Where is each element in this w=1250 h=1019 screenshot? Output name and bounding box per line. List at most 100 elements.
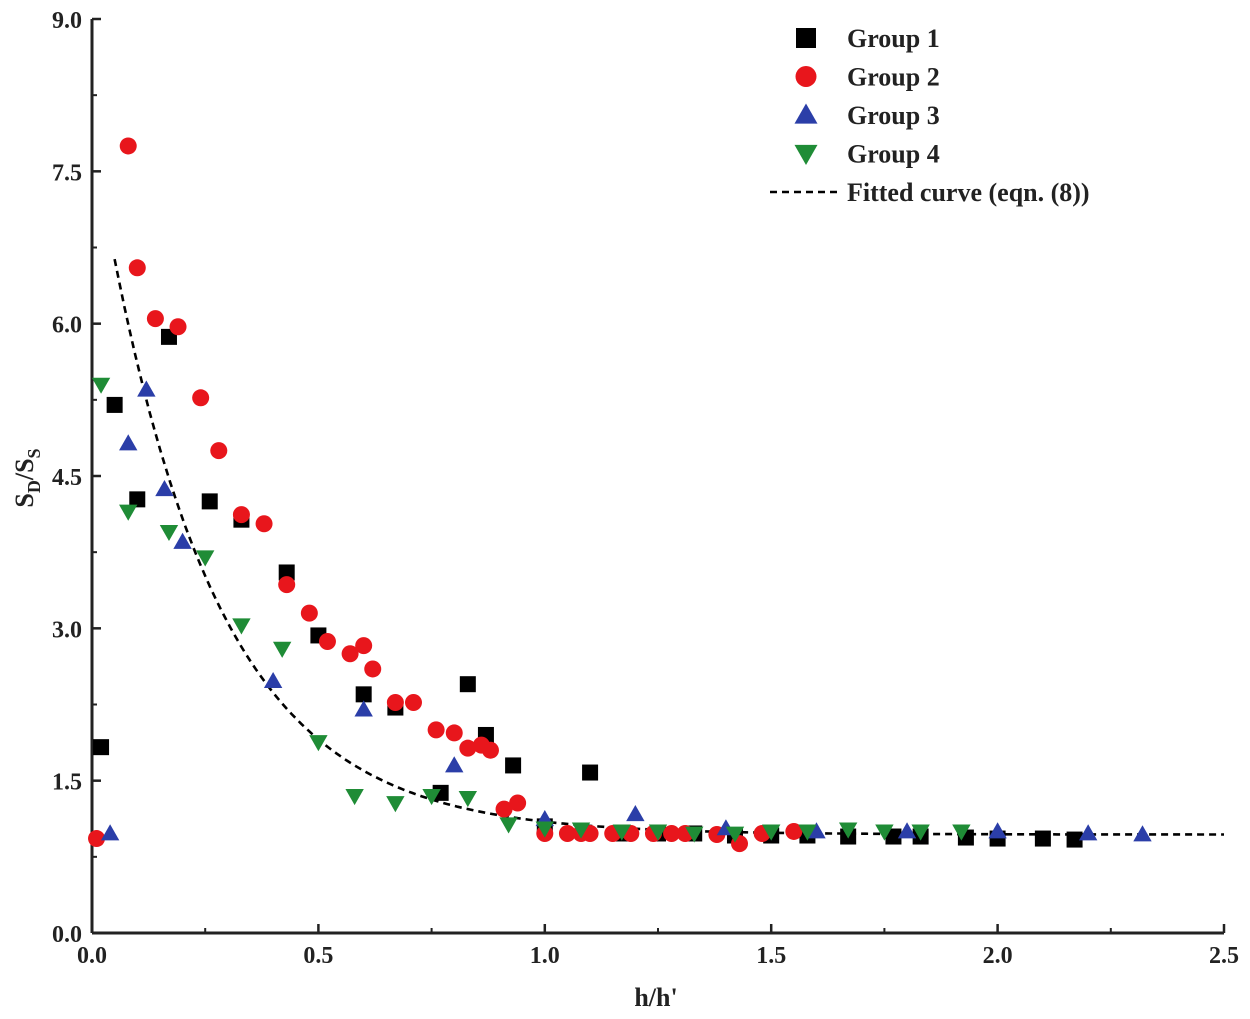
y-tick-label: 0.0	[52, 922, 82, 948]
data-point-group-2	[318, 633, 336, 651]
data-point-group-2	[88, 830, 106, 848]
data-point-group-2	[355, 637, 373, 655]
data-point-group-1	[355, 686, 372, 703]
data-point-group-2	[785, 822, 803, 840]
data-point-group-1	[93, 739, 110, 756]
y-axis-title: SD/SS	[10, 448, 44, 507]
data-point-group-3	[626, 804, 645, 822]
data-point-group-3	[155, 480, 174, 497]
series-4	[91, 377, 971, 843]
legend-label-group-3: Group 3	[847, 101, 940, 130]
data-point-group-2	[445, 724, 463, 742]
data-point-group-3	[354, 700, 373, 717]
data-point-group-3	[173, 532, 192, 549]
x-tick-label: 2.5	[1209, 943, 1239, 969]
x-tick-label: 0.5	[303, 943, 333, 969]
y-tick-labels: 0.0 1.5 3.0 4.5 6.0 7.5 9.0	[52, 8, 82, 948]
fitted-curve	[113, 258, 1224, 836]
axes	[90, 17, 1226, 935]
legend-label-group-1: Group 1	[847, 24, 940, 53]
data-point-group-1	[106, 396, 123, 413]
legend-marker-group-1	[796, 28, 816, 48]
data-point-group-3	[807, 822, 826, 839]
data-point-group-4	[422, 789, 441, 806]
data-point-group-1	[459, 676, 476, 693]
data-point-group-4	[685, 826, 704, 843]
data-point-group-3	[445, 756, 464, 773]
legend-label-group-2: Group 2	[847, 63, 940, 92]
x-axis-title: h/h'	[634, 983, 677, 1012]
data-point-group-4	[648, 824, 668, 841]
data-point-group-4	[309, 735, 328, 752]
data-point-group-2	[169, 318, 187, 336]
data-point-group-4	[571, 822, 591, 839]
data-point-group-2	[192, 389, 210, 407]
data-point-group-4	[232, 618, 251, 635]
data-point-group-4	[91, 377, 111, 394]
data-point-group-4	[499, 817, 518, 834]
data-point-group-3	[100, 824, 120, 841]
data-point-group-4	[196, 550, 215, 567]
data-point-group-1	[1034, 830, 1051, 847]
y-tick-label: 4.5	[52, 465, 82, 491]
x-tick-label: 1.0	[530, 943, 560, 969]
legend-marker-group-2	[795, 66, 817, 87]
data-point-group-2	[663, 824, 681, 842]
data-points	[88, 137, 1152, 853]
data-point-group-1	[432, 784, 449, 801]
data-point-group-4	[458, 791, 478, 808]
y-tick-label: 6.0	[52, 313, 82, 339]
data-point-group-2	[495, 800, 513, 818]
data-point-group-1	[201, 493, 218, 510]
data-point-group-3	[988, 822, 1007, 839]
y-tick-label: 9.0	[52, 8, 82, 34]
data-point-group-2	[459, 739, 477, 757]
legend-marker-group-4	[794, 144, 818, 165]
data-point-group-4	[535, 821, 554, 838]
data-point-group-2	[386, 693, 404, 711]
series-2	[88, 137, 803, 853]
data-point-group-3	[897, 822, 917, 839]
data-point-group-2	[232, 506, 250, 524]
data-point-group-2	[509, 794, 527, 812]
data-point-group-2	[364, 660, 382, 678]
data-point-group-3	[1078, 824, 1098, 841]
data-point-group-2	[128, 259, 146, 277]
legend-label-group-4: Group 4	[847, 140, 940, 169]
x-tick-label: 0.0	[77, 943, 107, 969]
data-point-group-2	[119, 137, 137, 155]
data-point-group-3	[263, 671, 283, 689]
data-point-group-4	[725, 826, 745, 843]
data-point-group-4	[119, 504, 138, 521]
x-tick-label: 2.0	[983, 943, 1013, 969]
data-point-group-4	[345, 789, 364, 806]
legend: Group 1 Group 2 Group 3 Group 4 Fitted curve…	[770, 24, 1090, 207]
legend-marker-group-3	[794, 103, 818, 124]
data-point-group-1	[505, 757, 522, 774]
data-point-group-1	[582, 764, 599, 781]
data-point-group-1	[129, 491, 146, 508]
data-point-group-2	[278, 576, 296, 594]
data-point-group-4	[838, 822, 858, 839]
data-point-group-2	[255, 515, 273, 533]
data-point-group-4	[952, 824, 971, 841]
data-point-group-2	[210, 442, 228, 460]
data-point-group-1	[885, 828, 902, 845]
data-point-group-4	[911, 824, 930, 841]
data-point-group-2	[341, 645, 359, 663]
data-point-group-4	[798, 824, 817, 841]
data-point-group-2	[481, 741, 499, 759]
data-point-group-1	[278, 564, 295, 581]
data-point-group-3	[1133, 825, 1152, 842]
y-tick-label: 3.0	[52, 617, 82, 643]
data-point-group-2	[404, 693, 422, 711]
data-point-group-4	[386, 796, 405, 813]
data-point-group-3	[119, 434, 138, 451]
x-tick-label: 1.5	[756, 943, 786, 969]
legend-label-fit: Fitted curve (eqn. (8))	[847, 178, 1090, 207]
data-point-group-3	[137, 380, 156, 397]
x-tick-labels: 0.0 0.5 1.0 1.5 2.0 2.5	[77, 943, 1239, 969]
series-3	[100, 380, 1152, 842]
series-1	[93, 328, 1083, 848]
